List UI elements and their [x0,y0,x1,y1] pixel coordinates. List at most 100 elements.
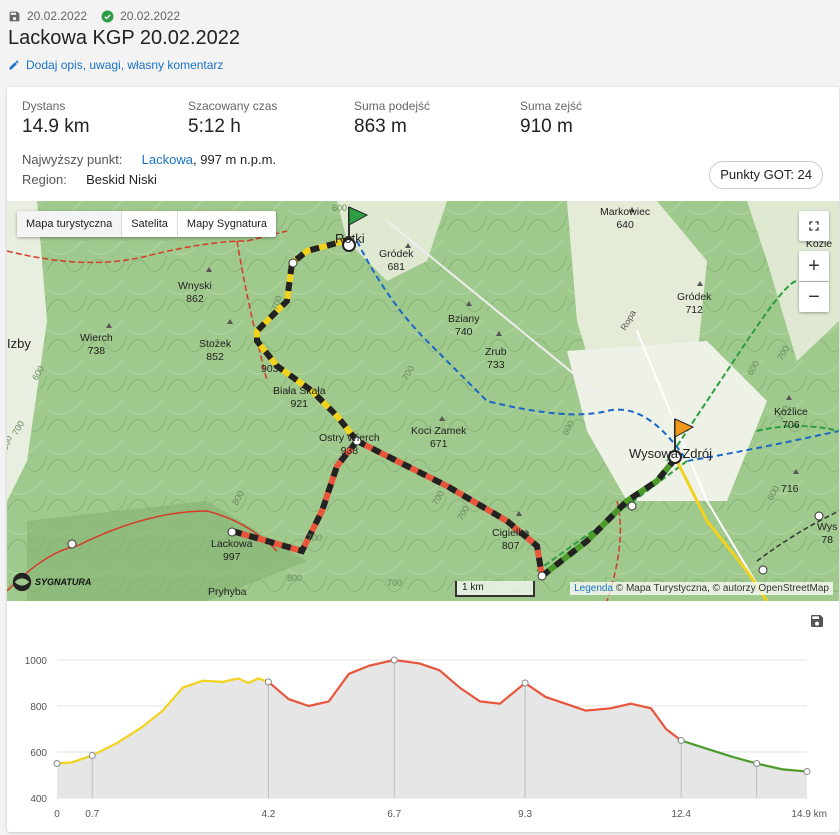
label-wnyski: Wnyski 862 [178,280,212,306]
waypoint-point-0[interactable] [53,760,61,767]
label-grodek-681: Gródek 681 [379,248,413,274]
waypoint-point-4[interactable] [521,679,529,687]
sygnatura-logo: SYGNATURA [11,571,91,593]
stat-time-label: Szacowany czas [188,99,278,113]
add-description-link[interactable]: Dodaj opis, uwagi, własny komentarz [8,58,223,72]
logo-text: SYGNATURA [35,577,92,587]
fullscreen-button[interactable] [799,211,829,241]
attribution-text: © Mapa Turystyczna, © autorzy OpenStreet… [615,583,829,594]
svg-text:700: 700 [269,294,284,312]
saved-date: 20.02.2022 [27,9,88,23]
y-tick-label-0: 400 [30,794,47,805]
series-segment-1 [267,658,682,742]
tab-mapy-sygnatura[interactable]: Mapy Sygnatura [186,218,268,230]
label-lackowa: Lackowa 997 [211,538,252,564]
x-tick-label-2: 4.2 [261,809,275,820]
label-grodek-681-text: Gródek 681 [379,248,414,273]
zoom-in-button[interactable]: + [799,251,829,281]
label-grodek-712: Gródek 712 [677,291,711,317]
svg-text:700: 700 [387,578,402,588]
label-kozlice-text: Koźlice 706 [774,406,808,431]
label-zrub-text: Zrub 733 [485,346,507,371]
label-cigielka-text: Cigiełka 807 [492,527,530,552]
elevation-profile-chart[interactable]: 400 600 800 1000 0 0.7 4.2 6.7 9.3 12.4 14.9 km [7,617,839,827]
svg-text:800: 800 [287,573,302,583]
label-716: 716 [781,483,799,495]
route-card: Dystans 14.9 km Szacowany czas 5:12 h Su… [7,87,839,832]
chart-area [57,660,807,798]
label-stozek: Stożek 852 [199,338,231,364]
dates-row: 20.02.2022 20.02.2022 [8,8,180,24]
map-type-tabs: Mapa turystyczna Satelita Mapy Sygnatura [17,211,277,237]
pencil-icon [9,60,19,70]
label-rotki: Rotki [335,231,365,246]
label-koci-zamek: Koci Zamek 671 [411,425,466,451]
zoom-out-button[interactable]: − [799,282,829,312]
tab-satelita[interactable]: Satelita [122,211,178,237]
label-zrub: Zrub 733 [485,346,507,372]
save-profile-button[interactable] [809,613,825,629]
label-wierch-text: Wierch 738 [80,332,113,357]
stat-distance-label: Dystans [22,99,66,113]
x-tick-label-1: 0.7 [85,809,99,820]
stat-descent: Suma zejść 910 m [520,99,582,138]
x-tick-label-6: 14.9 km [791,809,827,820]
region-value: Beskid Niski [86,172,157,187]
label-koci-zamek-text: Koci Zamek 671 [411,425,467,450]
svg-text:600: 600 [7,434,14,452]
label-izby: Izby [7,336,31,351]
tab-mapa-turystyczna[interactable]: Mapa turystyczna [17,211,123,237]
waypoint-point-7[interactable] [803,768,811,776]
map-scale: 1 km [455,581,535,597]
x-tick-label-3: 6.7 [387,809,401,820]
legend-link[interactable]: Legenda [574,583,614,594]
label-wys78-text: Wys 78 [817,521,838,546]
label-wys78: Wys 78 [817,521,837,547]
x-tick-label-4: 9.3 [518,809,532,820]
label-cigielka: Cigiełka 807 [492,527,529,553]
fullscreen-icon [809,221,819,231]
stat-distance: Dystans 14.9 km [22,99,90,138]
waypoint-point-1[interactable] [88,751,96,759]
svg-text:700: 700 [307,533,322,543]
x-tick-label-5: 12.4 [671,809,691,820]
waypoint-point-5[interactable] [677,737,685,744]
label-lackowa-text: Lackowa 997 [211,538,253,563]
y-tick-label-2: 800 [30,702,47,713]
chart-y-ticks: 400 600 800 1000 [25,656,48,805]
stat-ascent-label: Suma podejść [354,99,431,113]
got-points-badge: Punkty GOT: 24 [709,161,823,189]
svg-text:600: 600 [332,203,347,213]
label-markowiec-text: Markowiec 640 [600,206,651,231]
label-markowiec: Markowiec 640 [600,206,650,232]
start-flag-icon [342,206,369,252]
stat-time-value: 5:12 h [188,116,241,137]
finish-flag-icon [668,418,695,464]
region-row: Region: Beskid Niski [22,172,157,187]
waypoint-point-2[interactable] [264,678,272,686]
label-bziany: Bziany 740 [448,313,480,339]
highest-point-row: Najwyższy punkt: Lackowa, 997 m n.p.m. [22,152,276,167]
x-tick-label-0: 0 [54,809,60,820]
y-tick-label-1: 600 [30,748,47,759]
series-segment-2 [680,739,808,773]
stat-distance-value: 14.9 km [22,116,90,137]
label-grodek-712-text: Gródek 712 [677,291,712,316]
chart-waypoints [53,656,811,776]
label-bziany-text: Bziany 740 [448,313,480,338]
stat-ascent-value: 863 m [354,116,407,137]
save-icon [9,11,20,21]
waypoint-point-3[interactable] [390,656,398,664]
label-stozek-text: Stożek 852 [199,338,232,363]
map[interactable]: 700 700 700 700 700 700 800 800 600 600 … [7,201,839,601]
label-wierch: Wierch 738 [80,332,113,358]
map-attribution: Legenda © Mapa Turystyczna, © autorzy Op… [570,582,833,595]
elevation-area [57,660,807,798]
stat-time: Szacowany czas 5:12 h [188,99,277,138]
highest-point-label: Najwyższy punkt: [22,152,123,167]
label-wnyski-text: Wnyski 862 [178,280,212,305]
region-label: Region: [22,172,67,187]
highest-point-link[interactable]: Lackowa [141,152,193,167]
waypoint-point-6[interactable] [753,760,761,767]
page-title: Lackowa KGP 20.02.2022 [8,27,241,49]
